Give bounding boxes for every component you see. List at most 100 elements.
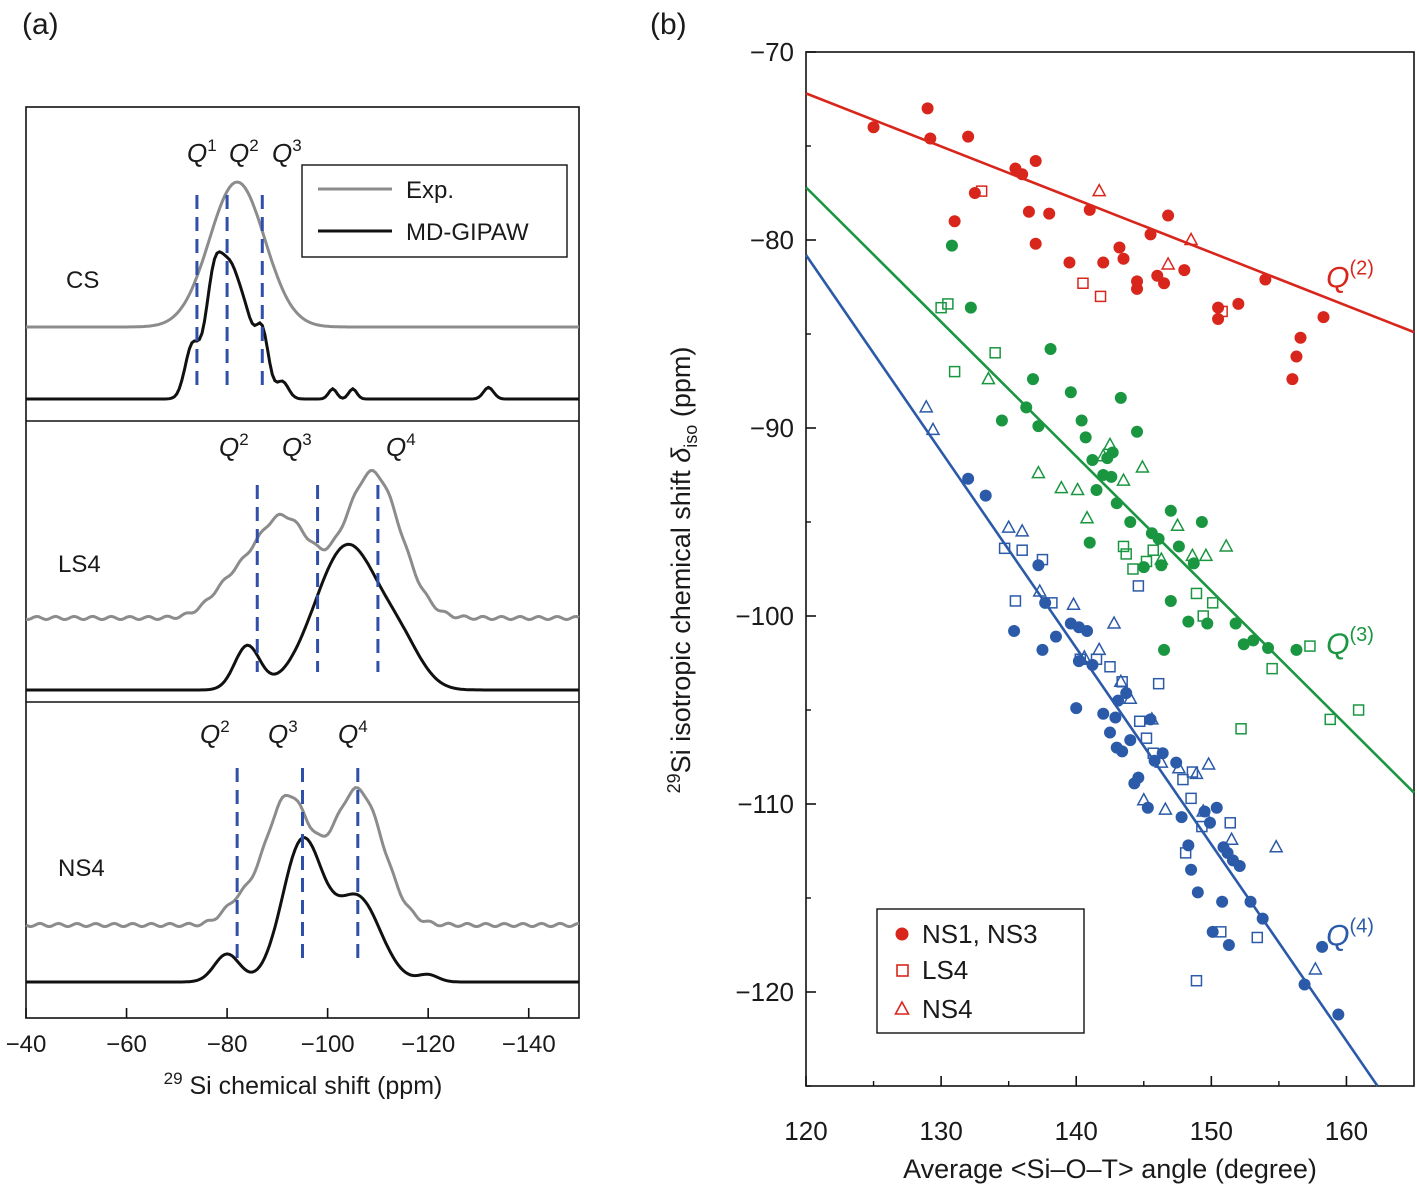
- data-point-circle: [1212, 301, 1225, 314]
- data-point-square: [1216, 305, 1228, 318]
- y-tick-label: −90: [750, 413, 794, 443]
- data-point-circle: [1158, 277, 1171, 290]
- data-point-triangle: [1183, 231, 1199, 246]
- data-point-circle: [1124, 734, 1137, 747]
- data-point-square: [1177, 773, 1189, 786]
- data-point-square: [989, 347, 1001, 359]
- panel-b: 120 130 140 150 160−70−80−90−100−110−120 Q(2…: [664, 37, 1415, 1184]
- legend-label: LS4: [922, 955, 968, 985]
- data-point-circle: [1116, 745, 1129, 758]
- data-point-triangle: [1185, 547, 1200, 562]
- q-label: Q2: [229, 136, 259, 168]
- x-tick-label: 160: [1325, 1116, 1368, 1146]
- data-point-circle: [979, 489, 992, 502]
- data-point-circle: [1079, 431, 1092, 444]
- data-point-circle: [1081, 625, 1094, 638]
- data-point-triangle: [1077, 649, 1092, 663]
- data-point-square: [1224, 817, 1236, 829]
- data-point-circle: [1036, 643, 1049, 656]
- data-point-square: [1140, 732, 1153, 744]
- data-point-triangle: [1201, 756, 1216, 770]
- data-point-triangle: [1224, 831, 1239, 845]
- panel-a-label: (a): [22, 8, 59, 41]
- x-tick-label: −120: [401, 1031, 455, 1058]
- data-point-square: [1196, 820, 1208, 833]
- data-point-triangle: [1189, 765, 1204, 780]
- data-point-circle: [1106, 446, 1119, 459]
- q-label: Q3: [268, 717, 298, 749]
- data-point-triangle: [1171, 760, 1187, 774]
- data-point-circle: [1175, 811, 1188, 824]
- q-label: Q2: [219, 430, 249, 462]
- fit-line: [805, 186, 1415, 794]
- data-point-square: [1009, 595, 1022, 607]
- data-point-circle: [1070, 702, 1083, 715]
- legend-square-marker: [896, 964, 909, 977]
- subpanel-name: CS: [66, 267, 99, 294]
- y-label-unit: (ppm): [666, 347, 696, 425]
- data-point-circle: [1164, 504, 1177, 517]
- data-point-circle: [1164, 594, 1177, 607]
- data-point-square: [1077, 277, 1089, 289]
- panel-b-legend: NS1, NS3 LS4 NS4: [876, 908, 1085, 1034]
- data-point-triangle: [1066, 596, 1081, 610]
- x-tick-label: −60: [106, 1031, 147, 1058]
- x-tick-label: −80: [207, 1031, 248, 1058]
- data-point-circle: [1316, 940, 1329, 953]
- legend-markers: [894, 927, 910, 1015]
- y-tick-label: −100: [735, 601, 794, 631]
- data-point-square: [935, 301, 947, 314]
- data-point-circle: [1201, 617, 1214, 630]
- data-point-triangle: [1268, 839, 1284, 853]
- q-label-sup: 2: [249, 136, 258, 155]
- data-point-triangle: [1198, 547, 1214, 562]
- data-point-circle: [1026, 373, 1039, 386]
- data-point-square: [1074, 653, 1087, 665]
- subpanel-name: NS4: [58, 855, 105, 882]
- y-label-main: Si isotropic chemical shift: [666, 463, 696, 774]
- x-tick-label: 130: [919, 1116, 962, 1146]
- q-labels-ns4: Q2 Q3 Q4: [200, 717, 368, 749]
- data-point-circle: [1233, 860, 1246, 873]
- y-label-sub: iso: [681, 425, 701, 448]
- x-tick-label: 140: [1055, 1116, 1098, 1146]
- q-labels-ls4: Q2 Q3 Q4: [219, 430, 416, 462]
- q-label: Q3: [282, 430, 312, 462]
- data-point-circle: [964, 301, 977, 314]
- data-point-triangle: [1136, 792, 1152, 806]
- data-point-circle: [1155, 559, 1168, 572]
- data-point-triangle: [1195, 803, 1211, 817]
- data-point-triangle: [1160, 256, 1176, 270]
- data-point-triangle: [1079, 510, 1095, 524]
- data-point-circle: [962, 130, 975, 143]
- data-point-circle: [1097, 256, 1110, 269]
- legend-circle-marker: [895, 927, 909, 941]
- q-label-sup: 3: [292, 136, 301, 155]
- data-point-circle: [921, 102, 934, 115]
- data-point-circle: [1144, 228, 1157, 241]
- data-point-circle: [1043, 207, 1056, 220]
- data-point-circle: [1132, 771, 1145, 784]
- data-point-triangle: [1001, 519, 1016, 533]
- legend-box: [301, 164, 568, 258]
- exp-spectrum-line: [25, 468, 580, 622]
- data-point-circle: [1131, 425, 1144, 438]
- data-point-circle: [1195, 516, 1208, 528]
- data-point-circle: [1120, 687, 1133, 700]
- data-point-square: [1304, 640, 1316, 652]
- data-point-circle: [1075, 414, 1088, 427]
- data-point-circle: [1090, 484, 1103, 497]
- data-point-circle: [1222, 939, 1235, 951]
- data-point-circle: [1016, 168, 1029, 181]
- data-point-triangle: [1031, 465, 1046, 479]
- series-q-label: Q(4): [1326, 916, 1374, 953]
- legend-box: [876, 908, 1085, 1034]
- q-label: Q4: [338, 717, 368, 749]
- data-point-circle: [1317, 311, 1330, 324]
- data-points: [867, 102, 1365, 1021]
- data-point-circle: [1141, 801, 1154, 814]
- data-point-square: [1266, 662, 1278, 675]
- data-point-circle: [1232, 297, 1245, 310]
- data-point-circle: [1022, 205, 1035, 218]
- data-point-circle: [1112, 694, 1125, 707]
